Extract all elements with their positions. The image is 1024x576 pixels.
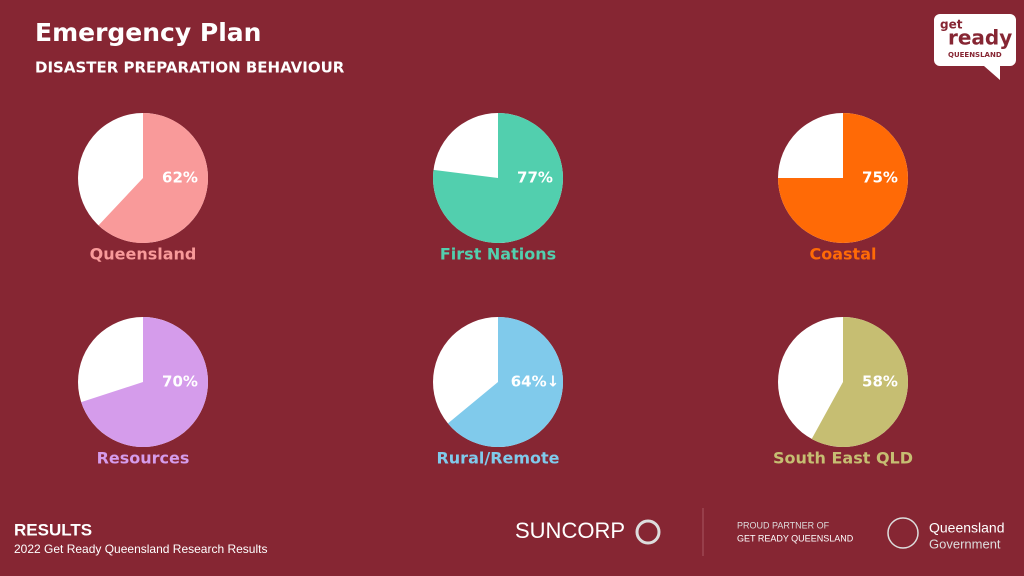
- logo-text: ready: [948, 26, 1012, 50]
- pie-slice: [81, 317, 208, 447]
- value-label: 75%: [862, 169, 898, 187]
- pie-title: South East QLD: [773, 449, 913, 468]
- logo-text: get: [940, 18, 963, 32]
- pie-title: Resources: [97, 449, 190, 468]
- sponsor: SUNCORP: [515, 518, 625, 543]
- pie-slice: [433, 113, 563, 244]
- partner-text: PROUD PARTNER OF: [737, 520, 830, 530]
- pie-title: Coastal: [810, 245, 877, 264]
- pie-title: Queensland: [90, 245, 197, 264]
- logo-bubble: [934, 14, 1016, 80]
- value-label: 62%: [162, 169, 198, 187]
- value-label: 58%: [862, 373, 898, 391]
- footer-heading: RESULTS: [14, 520, 92, 539]
- gov-text: Queensland: [929, 520, 1005, 536]
- crest: [887, 517, 919, 549]
- pie-title: First Nations: [440, 245, 556, 264]
- value-label: 70%: [162, 373, 198, 391]
- footer-note: 2022 Get Ready Queensland Research Resul…: [14, 542, 267, 556]
- pie-slice: [98, 113, 208, 243]
- slide-subtitle: DISASTER PREPARATION BEHAVIOUR: [35, 59, 345, 77]
- pie-slice: [811, 317, 908, 448]
- logo-text: QUEENSLAND: [948, 51, 1002, 59]
- sponsor-mark: [635, 519, 661, 545]
- value-label: 64%↓: [511, 373, 559, 391]
- partner-text: GET READY QUEENSLAND: [737, 533, 854, 543]
- value-label: 77%: [517, 169, 553, 187]
- pie-slice: [778, 113, 908, 243]
- pie-slice: [447, 317, 563, 447]
- logo: get ready QUEENSLAND: [934, 14, 1016, 80]
- slide-title: Emergency Plan: [35, 18, 261, 47]
- gov-text: Government: [929, 536, 1001, 551]
- pie-title: Rural/Remote: [436, 449, 559, 468]
